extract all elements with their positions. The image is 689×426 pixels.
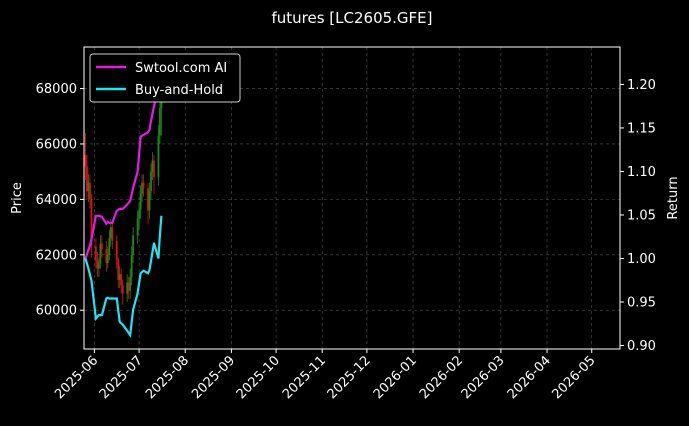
x-tick-label: 2025-08 [143, 353, 192, 402]
legend-box [89, 53, 241, 103]
axis-layer: 2025-062025-072025-082025-092025-102025-… [36, 78, 656, 402]
candle-body [106, 254, 109, 264]
candle-body [130, 254, 133, 277]
candle-body [84, 155, 87, 167]
y-left-tick-label: 62000 [36, 248, 77, 263]
legend-label-strategy: Swtool.com AI [135, 61, 227, 76]
candle-body [129, 276, 132, 291]
candle-body [109, 227, 112, 239]
candle-body [132, 235, 135, 255]
y-left-tick-label: 68000 [36, 82, 77, 97]
x-tick-label: 2025-10 [234, 353, 283, 402]
chart-title: futures [LC2605.GFE] [271, 9, 432, 27]
y-left-tick-label: 64000 [36, 193, 77, 208]
candle-body [157, 135, 160, 178]
candle-body [141, 182, 143, 194]
candle-body [99, 243, 102, 264]
candle-body [95, 246, 97, 261]
candle-body [90, 199, 93, 247]
x-tick-label: 2025-07 [97, 353, 146, 402]
candle-body [138, 210, 140, 219]
y-right-tick-label: 1.20 [627, 78, 656, 93]
y-right-tick-label: 0.95 [627, 296, 656, 311]
legend: Swtool.com AI Buy-and-Hold [89, 53, 241, 103]
candle-body [115, 240, 118, 261]
candle-body [147, 188, 149, 211]
candle-body [142, 182, 145, 189]
candle-body [139, 193, 142, 211]
x-tick-label: 2026-02 [417, 353, 466, 402]
x-tick-label: 2025-09 [189, 353, 238, 402]
candle-body [148, 191, 151, 211]
candle-body [111, 227, 114, 241]
y-axis-right-label: Return [666, 176, 681, 219]
candle-body [97, 263, 100, 269]
x-tick-label: 2025-11 [280, 353, 329, 402]
candle-body [96, 260, 99, 269]
candle-body [108, 238, 111, 255]
candle-body [150, 171, 152, 192]
candle-body [105, 249, 108, 264]
y-right-tick-label: 0.90 [627, 339, 656, 354]
series-line-buy-hold [84, 215, 163, 339]
candle-body [89, 182, 91, 200]
candle-body [127, 282, 130, 291]
y-right-tick-label: 1.15 [627, 121, 656, 136]
series-layer [84, 66, 163, 339]
series-line-strategy [84, 66, 163, 259]
x-tick-label: 2026-05 [550, 353, 599, 402]
x-tick-label: 2026-01 [371, 353, 420, 402]
candle-body [100, 243, 103, 250]
y-right-tick-label: 1.05 [627, 208, 656, 223]
candle-body [86, 166, 88, 192]
x-tick-label: 2025-06 [52, 353, 101, 402]
plot-frame [83, 46, 621, 350]
candle-body [126, 282, 129, 294]
y-axis-left-label: Price [10, 182, 25, 214]
candle-body [118, 274, 121, 280]
candle-body [153, 160, 155, 178]
y-left-tick-label: 66000 [36, 137, 77, 152]
candle-body [159, 107, 161, 136]
y-left-tick-label: 60000 [36, 304, 77, 319]
candle-body [117, 260, 120, 280]
x-tick-label: 2026-03 [459, 353, 508, 402]
legend-label-buy-hold: Buy-and-Hold [135, 83, 223, 98]
y-right-tick-label: 1.00 [627, 252, 656, 267]
candle-body [136, 218, 139, 236]
candle-body [120, 274, 123, 286]
candle-body [151, 160, 154, 172]
y-right-tick-label: 1.10 [627, 165, 656, 180]
x-tick-label: 2025-12 [325, 353, 374, 402]
candle-body [121, 285, 124, 294]
x-tick-label: 2026-04 [505, 353, 554, 402]
candle-body [87, 182, 90, 192]
